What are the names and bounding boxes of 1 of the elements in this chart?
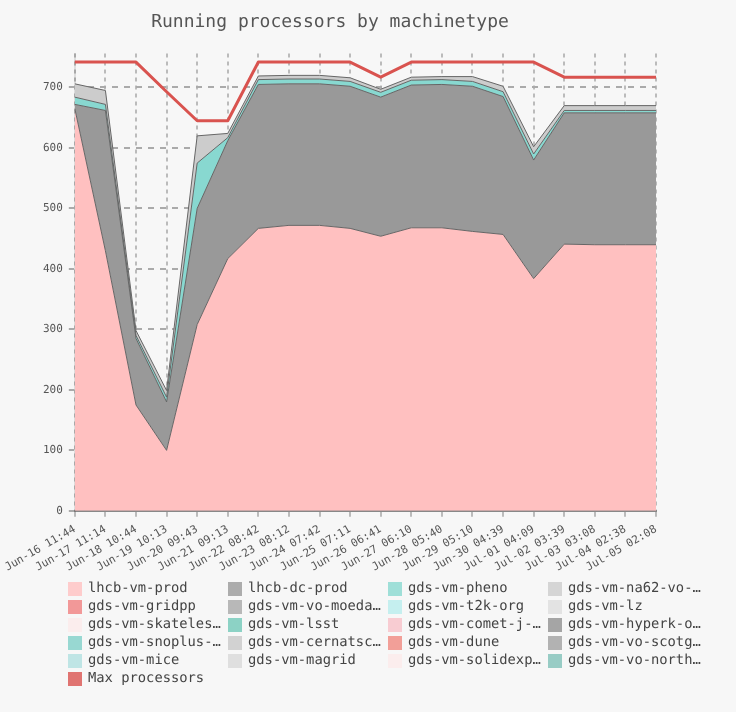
chart-title: Running processors by machinetype	[151, 13, 509, 34]
